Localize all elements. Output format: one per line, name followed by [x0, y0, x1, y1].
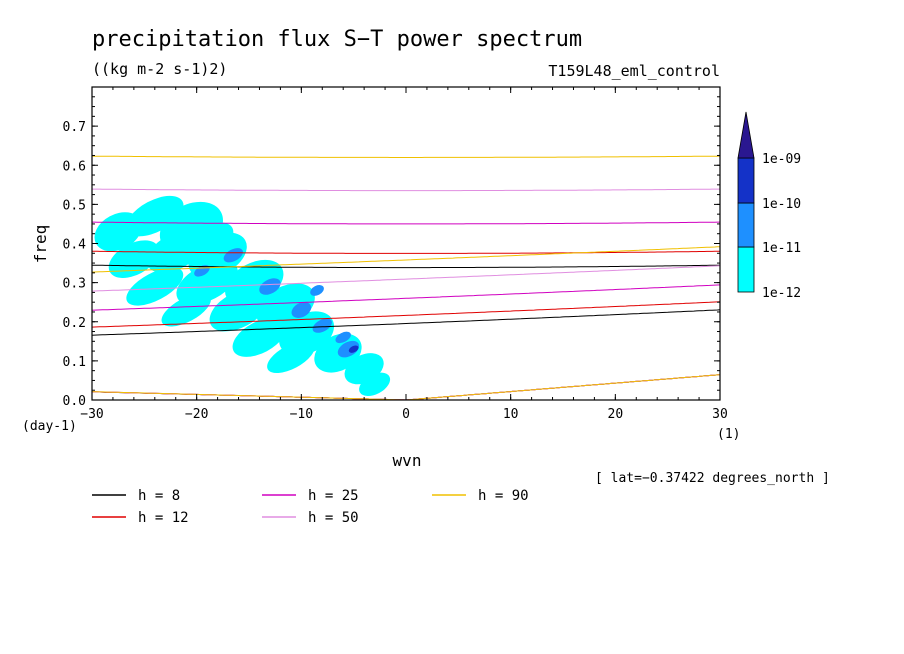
curve-ig1-h8: [92, 264, 720, 269]
shading-blob-7: [176, 260, 238, 305]
y-axis-label: freq: [31, 225, 50, 264]
colorbar-label: 1e-12: [762, 286, 801, 301]
curve-mrg-h25: [92, 297, 407, 311]
shading-blob-27: [348, 345, 359, 353]
curve-eig0-h90: [405, 246, 720, 261]
y-tick-label: 0.1: [63, 355, 86, 370]
latitude-note: [ lat=−0.37422 degrees_north ]: [595, 471, 830, 486]
curve-mrg-h8: [92, 323, 407, 336]
shading-blob-16: [267, 340, 315, 374]
curve-er1-h90: [92, 391, 407, 400]
x-axis-label: wvn: [393, 451, 422, 470]
shading-blob-25: [335, 331, 351, 344]
curve-legend: h = 8 h = 12 h = 25 h = 50 h = 90: [92, 488, 529, 526]
y-tick-label: 0.6: [63, 159, 86, 174]
curve-eig0-h12: [405, 301, 720, 316]
legend-label: h = 25: [308, 488, 359, 504]
x-unit-label: (1): [717, 427, 740, 442]
curve-mrg-h50: [92, 278, 407, 292]
y-tick-label: 0.5: [63, 198, 86, 213]
legend-label: h = 12: [138, 510, 189, 526]
shading-blob-20: [259, 278, 281, 295]
colorbar-box-2: [737, 157, 755, 204]
legend-label: h = 90: [478, 488, 529, 504]
shading-blob-6: [126, 267, 184, 306]
y-tick-label: 0.3: [63, 277, 86, 292]
shading-blob-26: [310, 285, 324, 296]
x-tick-label: −10: [290, 407, 313, 422]
experiment-label: T159L48_eml_control: [548, 62, 720, 80]
axis-ticks: −30 −20 −10 0 10 20 30 0.0 0.1 0.2 0.3 0.4 0.5 0.6 0.7: [63, 87, 728, 422]
curve-ig1-h90: [92, 155, 720, 158]
chart-title: precipitation flux S−T power spectrum: [92, 27, 582, 52]
y-tick-label: 0.2: [63, 316, 86, 331]
x-tick-label: −30: [80, 407, 103, 422]
curve-mrg-h90: [92, 259, 407, 273]
y-tick-label: 0.4: [63, 238, 87, 253]
shading-blob-3: [108, 240, 159, 278]
shading-blob-9: [161, 293, 211, 327]
curve-eig0-h8: [405, 309, 720, 324]
colorbar-box-0: [737, 246, 755, 293]
colorbar-label: 1e-09: [762, 152, 801, 167]
y-unit-label: (day-1): [22, 419, 77, 434]
shading-blob-23: [337, 340, 360, 358]
shading-blob-18: [359, 372, 391, 397]
shading-blob-21: [291, 302, 312, 318]
shading-blob-17: [201, 222, 234, 249]
curve-ig1-h50: [92, 188, 720, 192]
curve-ig1-h12: [92, 250, 720, 254]
dispersion-curves: [92, 155, 720, 400]
x-tick-label: 0: [402, 407, 410, 422]
curve-mrg-h12: [92, 314, 407, 328]
legend-label: h = 8: [138, 488, 180, 504]
curve-eig0-h50: [405, 265, 720, 280]
x-tick-label: 20: [608, 407, 624, 422]
colorbar-label: 1e-11: [762, 241, 801, 256]
shading-blob-10: [209, 288, 268, 332]
curve-kelvin-h90: [405, 374, 720, 400]
shading-blob-12: [232, 317, 287, 357]
shading-blob-19: [223, 248, 243, 263]
x-tick-label: 10: [503, 407, 519, 422]
y-tick-label: 0.0: [63, 394, 86, 409]
colorbar: 1e-12 1e-11 1e-10 1e-09: [737, 111, 801, 301]
y-tick-label: 0.7: [63, 120, 86, 135]
x-tick-label: −20: [185, 407, 208, 422]
units-label: ((kg m-2 s-1)2): [92, 60, 227, 78]
colorbar-box-1: [737, 202, 755, 248]
curve-eig0-h25: [405, 284, 720, 299]
colorbar-extend-arrow: [737, 111, 755, 159]
colorbar-label: 1e-10: [762, 197, 801, 212]
x-tick-label: 30: [712, 407, 728, 422]
curve-ig1-h25: [92, 221, 720, 225]
shading-blob-22: [312, 318, 332, 333]
shading-blob-1: [126, 195, 184, 237]
legend-label: h = 50: [308, 510, 359, 526]
power-shading: [94, 195, 391, 397]
